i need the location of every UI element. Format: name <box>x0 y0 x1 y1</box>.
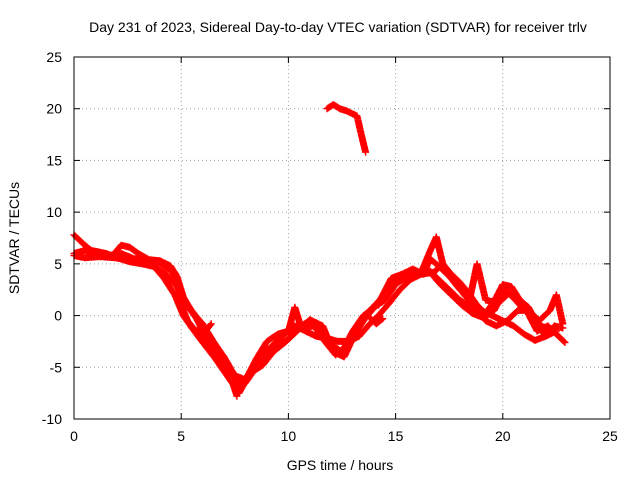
series-marks <box>194 320 215 336</box>
series-track-09 <box>366 314 387 328</box>
chart-title: Day 231 of 2023, Sidereal Day-to-day VTE… <box>89 19 587 35</box>
y-axis-label: SDTVAR / TECUs <box>6 182 22 294</box>
series-track-08 <box>194 320 215 336</box>
x-axis-label: GPS time / hours <box>287 457 394 473</box>
x-tick-label: 10 <box>281 428 297 444</box>
x-tick-label: 0 <box>70 428 78 444</box>
x-tick-label: 20 <box>495 428 511 444</box>
series-track-07 <box>323 101 370 156</box>
x-tick-label: 5 <box>177 428 185 444</box>
y-tick-label: 25 <box>46 49 62 65</box>
x-tick-label: 25 <box>602 428 618 444</box>
series-marks <box>366 314 387 328</box>
y-tick-label: 20 <box>46 101 62 117</box>
y-tick-label: 0 <box>54 308 62 324</box>
series-marks <box>323 101 370 156</box>
y-axis-ticks: -10 -5 0 5 10 15 20 25 <box>42 49 610 427</box>
y-tick-label: -5 <box>50 359 63 375</box>
y-tick-label: -10 <box>42 411 62 427</box>
y-tick-label: 15 <box>46 152 62 168</box>
x-axis-ticks: 0 5 10 15 20 25 <box>70 57 618 444</box>
series-marks <box>374 233 567 340</box>
y-tick-label: 10 <box>46 204 62 220</box>
plot-frame <box>73 56 611 420</box>
series-track-06 <box>374 233 567 340</box>
y-tick-label: 5 <box>54 256 62 272</box>
x-tick-label: 15 <box>388 428 404 444</box>
